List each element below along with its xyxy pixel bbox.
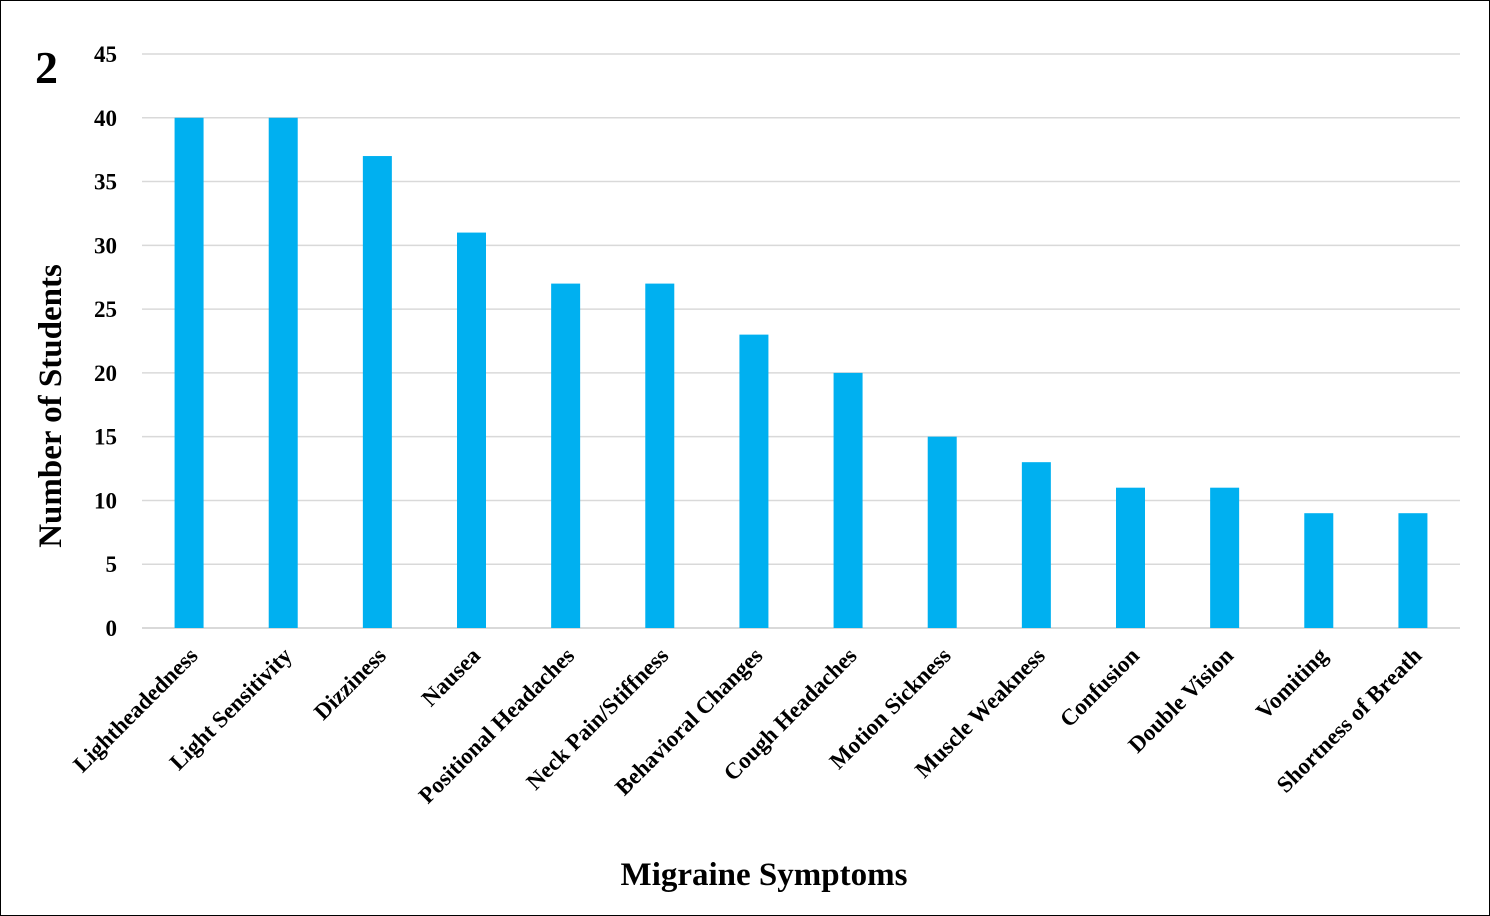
bar xyxy=(1304,513,1334,628)
y-tick-label: 5 xyxy=(106,552,118,577)
bar xyxy=(1021,462,1051,628)
bar xyxy=(833,372,863,628)
y-tick-label: 10 xyxy=(94,488,117,513)
y-axis-title: Number of Students xyxy=(33,264,69,548)
bar xyxy=(457,232,486,629)
x-tick-label: Nausea xyxy=(417,643,486,712)
y-tick-label: 20 xyxy=(94,361,117,386)
y-tick-label: 45 xyxy=(94,42,117,67)
bars xyxy=(174,117,1428,629)
bar xyxy=(927,436,957,628)
bar xyxy=(174,117,204,629)
panel-label: 2 xyxy=(35,42,58,93)
y-tick-label: 25 xyxy=(94,297,117,322)
y-tick-labels: 0 5 10 15 20 25 30 35 40 45 xyxy=(94,42,117,641)
x-tick-label: Positional Headaches xyxy=(414,643,579,808)
y-tick-label: 40 xyxy=(94,106,117,131)
x-tick-label: Dizziness xyxy=(309,643,391,725)
y-tick-label: 0 xyxy=(106,616,118,641)
bar xyxy=(268,117,298,629)
bar xyxy=(1398,513,1428,628)
bar xyxy=(1116,487,1145,628)
x-tick-label: Confusion xyxy=(1055,643,1144,732)
grid-lines xyxy=(142,53,1460,629)
bar xyxy=(551,283,581,628)
x-axis-title: Migraine Symptoms xyxy=(621,857,908,893)
bar xyxy=(739,334,769,628)
y-tick-label: 30 xyxy=(94,233,117,258)
bar xyxy=(1210,487,1240,628)
y-tick-label: 35 xyxy=(94,170,117,195)
x-tick-label: Vomiting xyxy=(1251,643,1333,725)
bar xyxy=(362,156,392,629)
y-tick-label: 15 xyxy=(94,425,117,450)
bar xyxy=(645,283,675,628)
